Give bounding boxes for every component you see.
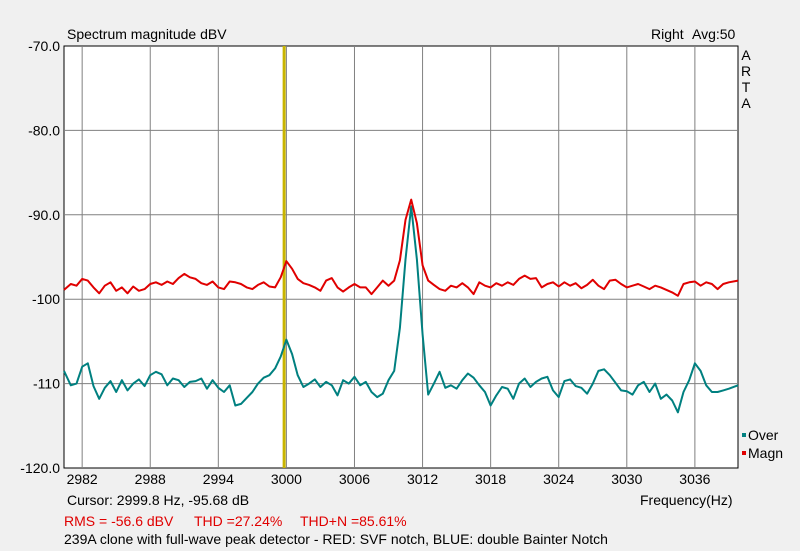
legend-item-magn[interactable]: Magn xyxy=(742,444,783,462)
y-tick-label: -100 xyxy=(32,291,60,307)
legend: Over Magn xyxy=(742,426,783,462)
x-tick-label: 2982 xyxy=(67,471,98,487)
legend-label-over: Over xyxy=(748,427,779,443)
rms-readout: RMS = -56.6 dBV xyxy=(64,513,174,529)
averaging-label: Avg:50 xyxy=(692,26,736,42)
x-axis-label: Frequency(Hz) xyxy=(640,492,733,508)
x-tick-label: 3000 xyxy=(271,471,302,487)
thd-readout: THD =27.24% xyxy=(194,513,283,529)
x-tick-label: 3018 xyxy=(475,471,506,487)
arta-brand: A R T A xyxy=(740,47,752,111)
channel-label: Right xyxy=(651,26,684,42)
legend-item-over[interactable]: Over xyxy=(742,426,783,444)
measurement-description: 239A clone with full-wave peak detector … xyxy=(64,531,608,547)
x-tick-label: 3030 xyxy=(611,471,642,487)
y-tick-label: -80.0 xyxy=(28,122,60,138)
y-tick-label: -90.0 xyxy=(28,207,60,223)
x-tick-label: 3012 xyxy=(407,471,438,487)
legend-swatch-over xyxy=(742,433,746,437)
chart-title: Spectrum magnitude dBV xyxy=(67,26,227,42)
series-line-magn xyxy=(63,198,739,297)
thdn-readout: THD+N =85.61% xyxy=(300,513,407,529)
x-tick-label: 3036 xyxy=(679,471,710,487)
legend-swatch-magn xyxy=(742,451,746,455)
arta-letter: A xyxy=(741,47,751,63)
y-axis-ticks: -70.0 -80.0 -90.0 -100 -110 -120.0 xyxy=(20,38,60,476)
x-axis-ticks: 2982 2988 2994 3000 3006 3012 3018 3024 3030 3036 xyxy=(67,471,711,487)
cursor-readout: Cursor: 2999.8 Hz, -95.68 dB xyxy=(67,492,250,508)
x-tick-label: 3006 xyxy=(339,471,370,487)
grid-lines xyxy=(64,46,738,468)
arta-letter: R xyxy=(740,63,752,79)
x-tick-label: 3024 xyxy=(543,471,574,487)
arta-letter: A xyxy=(741,95,751,111)
y-tick-label: -120.0 xyxy=(20,460,60,476)
series-line-over xyxy=(63,205,739,414)
y-tick-label: -70.0 xyxy=(28,38,60,54)
legend-label-magn: Magn xyxy=(748,445,784,461)
y-tick-label: -110 xyxy=(33,376,60,392)
x-tick-label: 2988 xyxy=(135,471,166,487)
arta-letter: T xyxy=(741,79,751,95)
series-group xyxy=(63,198,739,414)
x-tick-label: 2994 xyxy=(203,471,234,487)
